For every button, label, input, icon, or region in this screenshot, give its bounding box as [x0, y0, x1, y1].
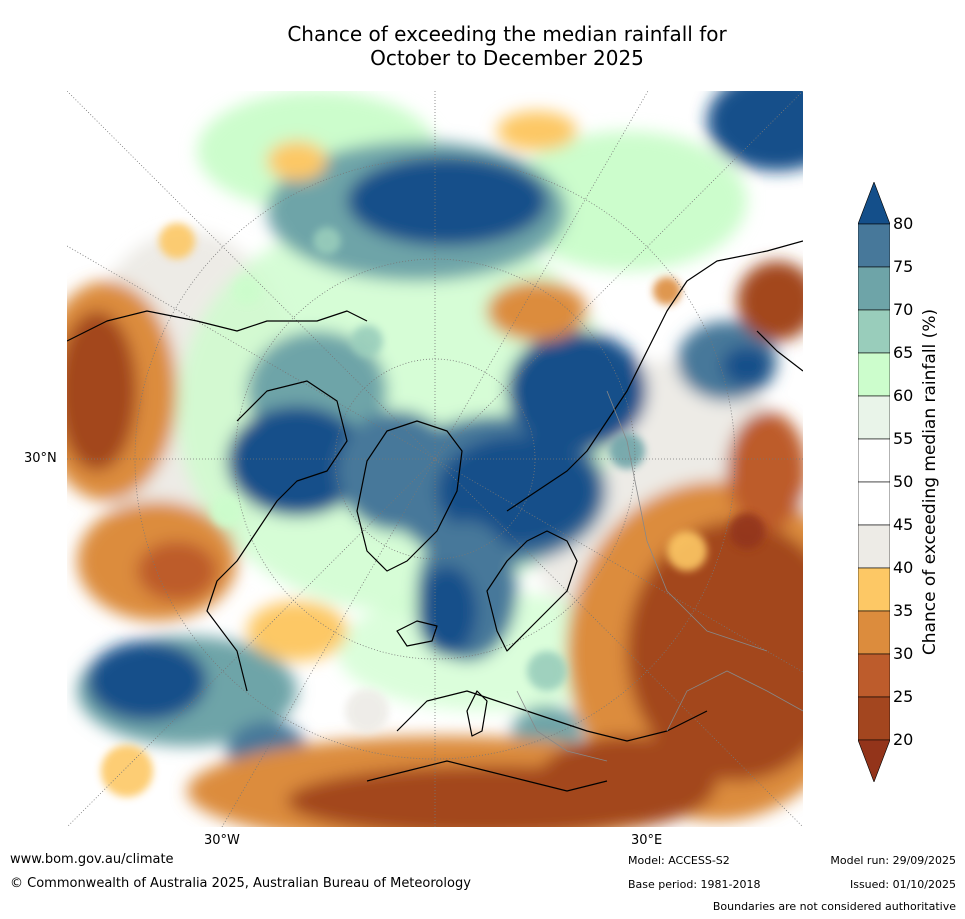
copyright-notice: © Commonwealth of Australia 2025, Austra… [10, 876, 471, 891]
map-title: Chance of exceeding the median rainfall … [67, 22, 947, 70]
map-canvas [67, 91, 803, 827]
colorbar-tick-label: 65 [893, 343, 914, 362]
colorbar-band [858, 653, 890, 698]
country-borders [516, 390, 803, 762]
colorbar-band [858, 567, 890, 612]
colorbar-extend-top [858, 182, 890, 225]
longitude-label-30w: 30°W [204, 833, 240, 848]
issued-date: Issued: 01/10/2025 [849, 878, 956, 891]
colorbar-band [858, 696, 890, 741]
colorbar-band [858, 438, 890, 483]
colorbar [858, 182, 890, 782]
colorbar-tick-label: 40 [893, 558, 914, 577]
colorbar-band [858, 610, 890, 655]
boundaries-disclaimer: Boundaries are not considered authoritat… [712, 900, 956, 913]
title-line-1: Chance of exceeding the median rainfall … [287, 22, 727, 46]
colorbar-tick-label: 25 [893, 687, 914, 706]
colorbar-tick-label: 70 [893, 300, 914, 319]
colorbar-tick-label: 75 [893, 257, 914, 276]
colorbar-band [858, 223, 890, 268]
colorbar-band [858, 266, 890, 311]
colorbar-extend-bottom [858, 739, 890, 782]
longitude-label-30e: 30°E [631, 833, 663, 848]
bom-url[interactable]: www.bom.gov.au/climate [10, 852, 174, 867]
colorbar-tick-label: 60 [893, 386, 914, 405]
colorbar-tick-label: 80 [893, 214, 914, 233]
latitude-label-30n: 30°N [24, 451, 57, 466]
base-period: Base period: 1981-2018 [628, 878, 761, 891]
colorbar-band [858, 524, 890, 569]
colorbar-label: Chance of exceeding median rainfall (%) [920, 308, 940, 656]
coastlines [67, 240, 803, 792]
colorbar-band [858, 309, 890, 354]
probability-speckle [101, 223, 765, 797]
title-line-2: October to December 2025 [370, 46, 644, 70]
colorbar-tick-label: 50 [893, 472, 914, 491]
rainfall-outlook-map[interactable] [67, 91, 803, 827]
probability-field [67, 91, 803, 827]
colorbar-band [858, 352, 890, 397]
model-name: Model: ACCESS-S2 [628, 854, 730, 867]
colorbar-band [858, 481, 890, 526]
colorbar-tick-label: 30 [893, 644, 914, 663]
model-run-date: Model run: 29/09/2025 [830, 854, 956, 867]
colorbar-tick-label: 45 [893, 515, 914, 534]
colorbar-tick-label: 35 [893, 601, 914, 620]
colorbar-tick-label: 20 [893, 730, 914, 749]
colorbar-tick-label: 55 [893, 429, 914, 448]
colorbar-band [858, 395, 890, 440]
